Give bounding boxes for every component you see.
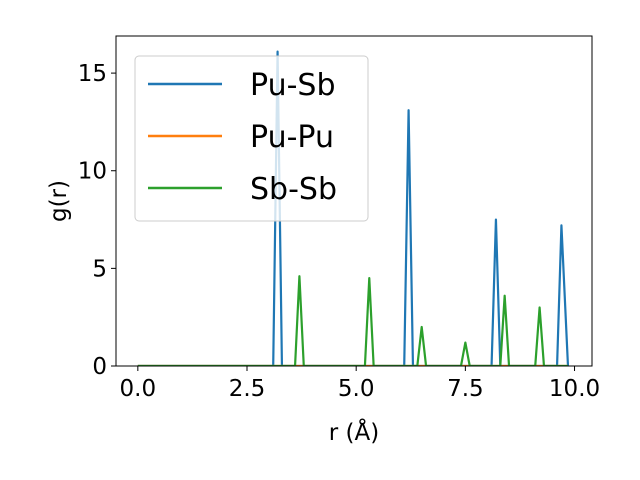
x-tick-label: 2.5 <box>229 376 266 402</box>
y-tick-label: 0 <box>92 354 107 380</box>
y-tick-label: 10 <box>78 159 107 185</box>
x-tick-label: 5.0 <box>338 376 375 402</box>
x-axis-label: r (Å) <box>329 418 379 446</box>
axes-frame <box>115 35 593 367</box>
x-tick-label: 7.5 <box>447 376 484 402</box>
x-tick-label: 0.0 <box>120 376 157 402</box>
y-axis-ticks: 0 5 10 15 <box>78 61 116 380</box>
series-layer <box>137 50 570 366</box>
x-tick-label: 10.0 <box>549 376 600 402</box>
y-tick-label: 5 <box>92 256 107 282</box>
legend-label: Pu-Pu <box>250 120 334 155</box>
y-axis-label: g(r) <box>46 180 72 222</box>
legend-label: Pu-Sb <box>250 68 336 103</box>
legend-frame <box>134 55 369 222</box>
x-axis-ticks: 0.0 2.5 5.0 7.5 10.0 <box>120 366 600 402</box>
series-line-0 <box>137 50 570 366</box>
legend: Pu-Sb Pu-Pu Sb-Sb <box>134 55 369 222</box>
legend-label: Sb-Sb <box>250 172 337 207</box>
y-tick-label: 15 <box>78 61 107 87</box>
